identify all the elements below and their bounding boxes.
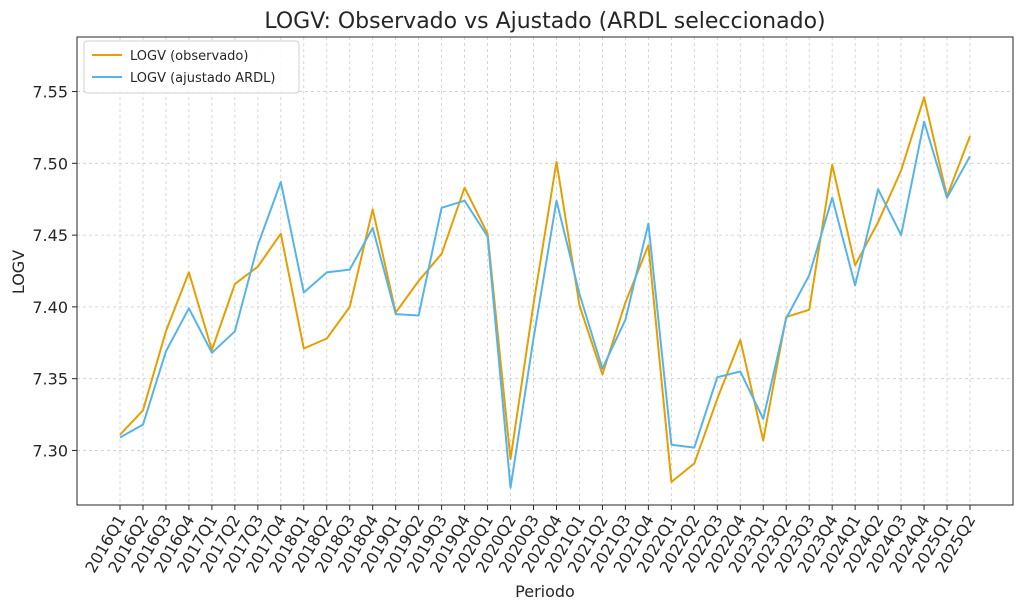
y-tick-label: 7.35 [32, 370, 68, 389]
series-layer [119, 96, 971, 489]
x-axis: 2016Q12016Q22016Q32016Q42017Q12017Q22017… [81, 505, 979, 576]
legend-label-observado: LOGV (observado) [130, 49, 248, 64]
x-axis-label: Periodo [515, 582, 575, 601]
y-axis: 7.30 7.35 7.40 7.45 7.50 7.55 [32, 83, 77, 460]
series-line-ajustado [119, 120, 971, 489]
y-tick-label: 7.55 [32, 83, 68, 102]
legend: LOGV (observado) LOGV (ajustado ARDL) [83, 40, 300, 94]
legend-label-ajustado: LOGV (ajustado ARDL) [130, 71, 275, 86]
y-tick-label: 7.50 [32, 154, 68, 173]
plot-area-frame [76, 36, 1014, 506]
y-tick-label: 7.40 [32, 298, 68, 317]
y-tick-label: 7.30 [32, 441, 68, 460]
y-tick-label: 7.45 [32, 226, 68, 245]
series-line-observado [119, 96, 971, 483]
chart-title: LOGV: Observado vs Ajustado (ARDL selecc… [264, 9, 825, 34]
y-axis-label: LOGV [9, 250, 28, 294]
legend-box [83, 40, 300, 94]
